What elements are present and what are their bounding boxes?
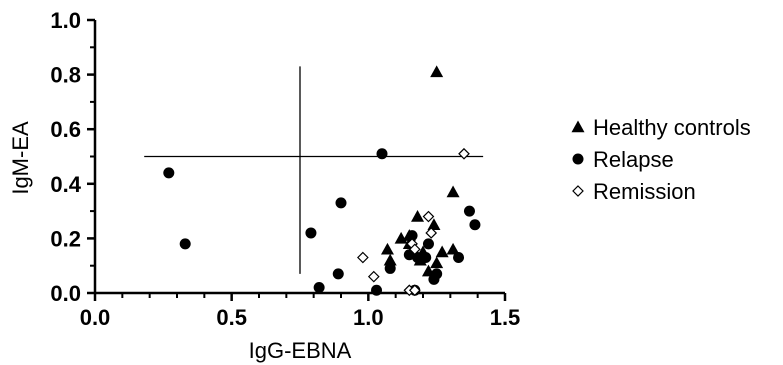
healthy-controls-point [430, 256, 444, 269]
healthy-controls-point [394, 231, 408, 244]
y-tick-label: 0.2 [50, 226, 81, 251]
healthy-controls-point [411, 210, 425, 222]
x-tick-label: 0.5 [216, 305, 247, 330]
y-tick-label: 0.0 [50, 281, 81, 306]
relapse-point [384, 262, 396, 274]
legend-label-relapse: Relapse [593, 147, 674, 172]
legend-label-healthy-controls: Healthy controls [593, 115, 751, 140]
relapse-point [431, 268, 443, 280]
y-tick-label: 1.0 [50, 8, 81, 33]
data-points [163, 65, 481, 297]
relapse-point [376, 148, 388, 160]
remission-point [458, 147, 470, 160]
relapse-point [463, 205, 475, 217]
legend: Healthy controls Relapse Remission [571, 115, 751, 204]
remission-point [425, 227, 438, 239]
relapse-point [163, 167, 175, 179]
healthy-controls-point [380, 242, 394, 255]
y-tick-label: 0.6 [50, 117, 81, 142]
y-tick-label: 0.4 [50, 172, 81, 197]
axes: 0.0 0.2 0.4 0.6 0.8 1.0 0.0 0.5 1.0 1.5 [50, 8, 520, 330]
x-tick-label: 1.5 [490, 305, 521, 330]
relapse-point [305, 227, 317, 239]
legend-label-remission: Remission [593, 179, 696, 204]
healthy-controls-point [446, 242, 460, 255]
relapse-point [469, 219, 481, 231]
relapse-point [406, 230, 418, 242]
relapse-point [422, 238, 434, 250]
remission-point [408, 243, 421, 256]
x-axis-title: IgG-EBNA [249, 338, 352, 363]
relapse-point [313, 282, 325, 294]
legend-marker-remission [572, 185, 584, 197]
relapse-point [179, 238, 191, 250]
healthy-controls-point [430, 65, 444, 78]
remission-point [408, 284, 421, 297]
remission-point [367, 270, 380, 283]
healthy-controls-point [435, 245, 449, 258]
relapse-point [332, 268, 344, 280]
reference-lines [144, 66, 484, 274]
healthy-controls-point [427, 218, 441, 230]
legend-marker-relapse [572, 153, 584, 165]
healthy-controls-point [383, 253, 397, 266]
x-tick-label: 1.0 [353, 305, 384, 330]
healthy-controls-point [446, 185, 460, 198]
relapse-point [453, 252, 465, 264]
relapse-point [335, 197, 347, 209]
relapse-point [371, 284, 383, 296]
legend-marker-healthy-controls [571, 120, 585, 133]
remission-point [422, 210, 435, 223]
x-tick-label: 0.0 [80, 305, 111, 330]
remission-point [357, 251, 369, 264]
relapse-point [420, 252, 432, 264]
y-tick-label: 0.8 [50, 63, 81, 88]
y-axis-title: IgM-EA [8, 121, 33, 195]
